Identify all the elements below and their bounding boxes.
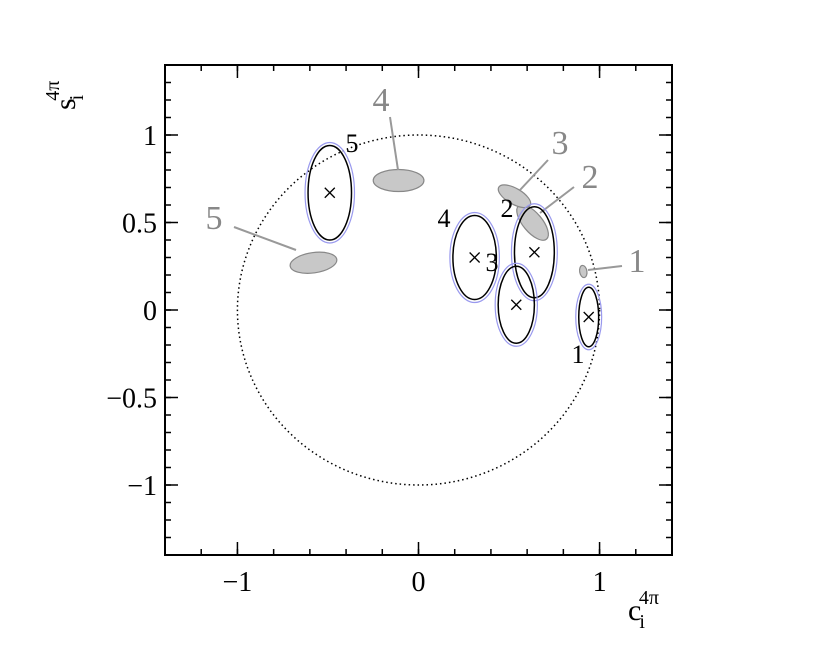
measured-label: 5 <box>346 129 359 158</box>
x-label-sup: 4π <box>639 587 659 609</box>
y-axis-label: si4π <box>42 81 88 110</box>
x-tick-label: 0 <box>412 567 426 598</box>
measured-ellipse-outer <box>575 283 603 351</box>
y-tick-label: 1 <box>143 121 157 152</box>
plot-frame <box>164 64 673 556</box>
y-tick-label: −1 <box>127 471 157 502</box>
predicted-label: 3 <box>552 125 569 162</box>
predicted-label: 4 <box>373 82 390 119</box>
y-label-base: s <box>49 98 82 110</box>
center-marker <box>510 299 522 311</box>
leader-line <box>587 265 623 271</box>
measured-label: 2 <box>501 194 514 223</box>
center-marker <box>469 252 481 263</box>
measured-ellipse-outer <box>304 141 356 244</box>
center-marker <box>583 311 595 323</box>
y-tick-label: 0.5 <box>122 209 157 240</box>
unit-circle <box>236 134 601 486</box>
predicted-label: 1 <box>629 243 646 280</box>
measured-label: 4 <box>438 204 451 233</box>
measured-label: 1 <box>572 340 585 369</box>
measured-ellipse-outer <box>494 262 538 347</box>
center-marker <box>528 246 540 258</box>
leader-line <box>519 159 549 191</box>
y-label-sub: i <box>66 94 88 100</box>
measured-ellipse <box>577 286 600 348</box>
center-marker <box>324 187 336 199</box>
predicted-ellipse <box>497 184 532 209</box>
x-label-base: c <box>628 594 641 627</box>
measured-ellipse <box>307 144 353 241</box>
measured-ellipse-outer <box>449 211 500 304</box>
predicted-label: 2 <box>582 159 599 196</box>
predicted-ellipse <box>578 264 588 279</box>
measured-ellipse <box>497 265 536 344</box>
predicted-label: 5 <box>206 200 223 237</box>
x-axis-label: ci4π <box>628 587 659 633</box>
y-tick-label: −0.5 <box>106 384 157 415</box>
y-tick-label: 0 <box>143 296 157 327</box>
x-tick-label: 1 <box>593 567 607 598</box>
predicted-ellipse <box>372 168 425 193</box>
y-label-sup: 4π <box>42 81 64 101</box>
leader-line <box>539 186 575 214</box>
measured-ellipse <box>452 214 498 301</box>
leader-line <box>233 226 297 251</box>
predicted-ellipse <box>289 251 338 274</box>
x-label-sub: i <box>639 611 645 633</box>
x-tick-label: −1 <box>223 567 253 598</box>
leader-line <box>389 116 399 171</box>
